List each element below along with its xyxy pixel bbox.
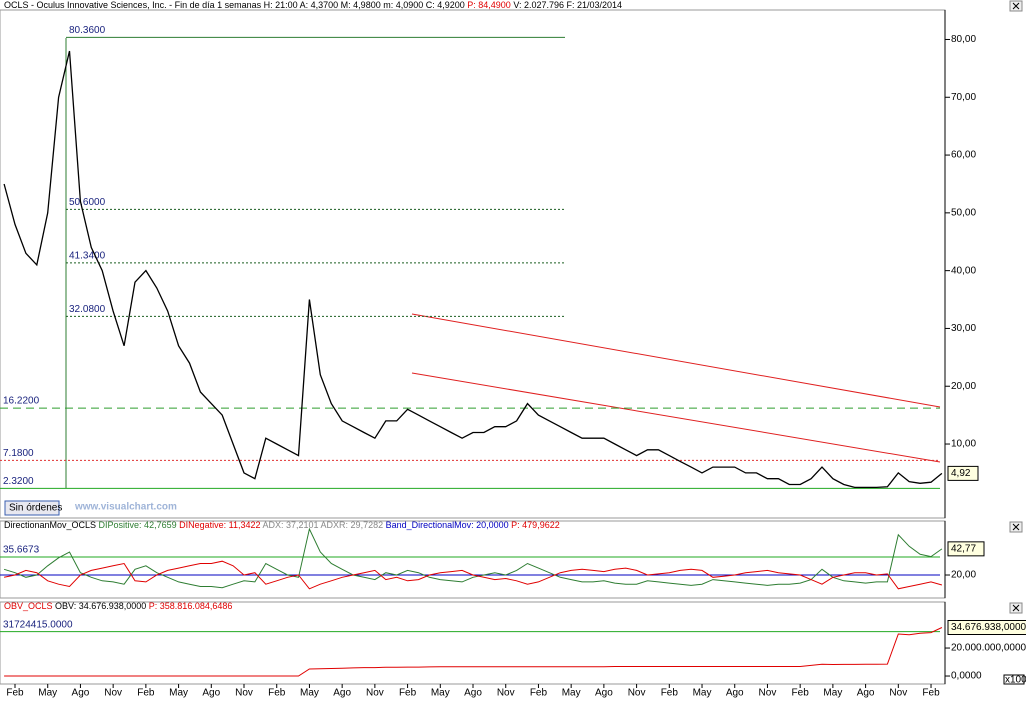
header-item: ADXR: 29,7282 — [321, 520, 386, 530]
scale-note: x1000 — [1005, 675, 1026, 686]
header-item: P: 479,9622 — [511, 520, 560, 530]
y-tick-label: 0,0000 — [951, 671, 982, 682]
y-tick-label: 20,00 — [951, 570, 976, 581]
panel-header: OBV_OCLS OBV: 34.676.938,0000 P: 358.816… — [4, 601, 232, 611]
trend-line — [411, 313, 941, 408]
y-tick-label: 60,00 — [951, 150, 976, 161]
last-value-label: 42,77 — [951, 543, 976, 554]
x-tick-label: Ago — [857, 688, 875, 699]
x-tick-label: Ago — [726, 688, 744, 699]
trend-line — [411, 372, 941, 463]
last-value-label: 34.676.938,0000 — [951, 622, 1026, 633]
header-item: OBV_OCLS — [4, 601, 55, 611]
x-tick-label: Feb — [399, 688, 417, 699]
x-tick-label: Feb — [137, 688, 155, 699]
button-label: Sin órdenes — [9, 503, 62, 514]
y-tick-label: 20.000.000,0000 — [951, 643, 1026, 654]
level-label: 2.3200 — [3, 476, 34, 487]
x-tick-label: May — [823, 688, 842, 699]
x-tick-label: Nov — [628, 688, 646, 699]
x-tick-label: May — [38, 688, 57, 699]
last-value-box — [947, 619, 1026, 635]
series-line — [3, 50, 943, 489]
x-tick-label: Nov — [235, 688, 253, 699]
level-label: 16.2200 — [3, 396, 40, 407]
header-item: P: 84,4900 — [467, 0, 513, 10]
y-tick-label: 20,00 — [951, 381, 976, 392]
header-item: DINegative: 11,3422 — [179, 520, 262, 530]
x-tick-label: Feb — [922, 688, 940, 699]
button[interactable]: Sin órdenes — [4, 500, 62, 516]
close-button[interactable] — [1009, 0, 1023, 12]
close-button[interactable] — [1009, 521, 1023, 533]
x-tick-label: Nov — [497, 688, 515, 699]
x-tick-label: Ago — [595, 688, 613, 699]
header-item: DIPositive: 42,7659 — [99, 520, 180, 530]
header-item: OBV: 34.676.938,0000 — [55, 601, 149, 611]
x-tick-label: May — [169, 688, 188, 699]
header-item: DirectionanMov_OCLS — [4, 520, 99, 530]
x-tick-label: Feb — [661, 688, 679, 699]
x-tick-label: Ago — [333, 688, 351, 699]
panel-header: DirectionanMov_OCLS DIPositive: 42,7659 … — [4, 520, 560, 530]
y-tick-label: 40,00 — [951, 265, 976, 276]
level-label: 41.3400 — [69, 251, 106, 262]
x-tick-label: Ago — [202, 688, 220, 699]
series-line — [3, 527, 943, 589]
y-tick-label: 70,00 — [951, 92, 976, 103]
x-tick-label: May — [562, 688, 581, 699]
x-tick-label: Nov — [889, 688, 907, 699]
y-tick-label: 10,00 — [951, 439, 976, 450]
header-item: Band_DirectionalMov: 20,0000 — [386, 520, 512, 530]
last-value-box — [947, 465, 979, 481]
button-frame — [4, 500, 60, 516]
level-label: 50.6000 — [69, 197, 106, 208]
x-tick-label: Feb — [268, 688, 286, 699]
x-tick-label: May — [693, 688, 712, 699]
series-line — [3, 560, 943, 590]
x-tick-label: Nov — [759, 688, 777, 699]
x-tick-label: Feb — [6, 688, 24, 699]
y-tick-label: 80,00 — [951, 34, 976, 45]
level-label: 35.6673 — [3, 545, 40, 556]
level-label: 7.1800 — [3, 448, 34, 459]
level-label: 80.3600 — [69, 25, 106, 36]
header-item: OCLS - Oculus Innovative Sciences, Inc. … — [4, 0, 467, 10]
level-label: 32.0800 — [69, 304, 106, 315]
last-value-box — [947, 541, 985, 557]
watermark: www.visualchart.com — [74, 502, 177, 513]
last-value-label: 4,92 — [951, 468, 971, 479]
x-tick-label: May — [300, 688, 319, 699]
y-tick-label: 50,00 — [951, 207, 976, 218]
x-tick-label: May — [431, 688, 450, 699]
header-item: V: 2.027.796 F: 21/03/2014 — [513, 0, 622, 10]
x-tick-label: Nov — [104, 688, 122, 699]
scale-note-box — [1003, 674, 1025, 685]
header-item: P: 358.816.084,6486 — [149, 601, 233, 611]
x-tick-label: Feb — [792, 688, 810, 699]
x-tick-label: Ago — [464, 688, 482, 699]
x-tick-label: Feb — [530, 688, 548, 699]
close-button[interactable] — [1009, 602, 1023, 614]
series-line — [4, 627, 943, 677]
level-label: 31724415.0000 — [3, 619, 73, 630]
y-tick-label: 30,00 — [951, 323, 976, 334]
x-tick-label: Nov — [366, 688, 384, 699]
panel-header: OCLS - Oculus Innovative Sciences, Inc. … — [4, 0, 622, 10]
x-tick-label: Ago — [72, 688, 90, 699]
header-item: ADX: 37,2101 — [263, 520, 321, 530]
